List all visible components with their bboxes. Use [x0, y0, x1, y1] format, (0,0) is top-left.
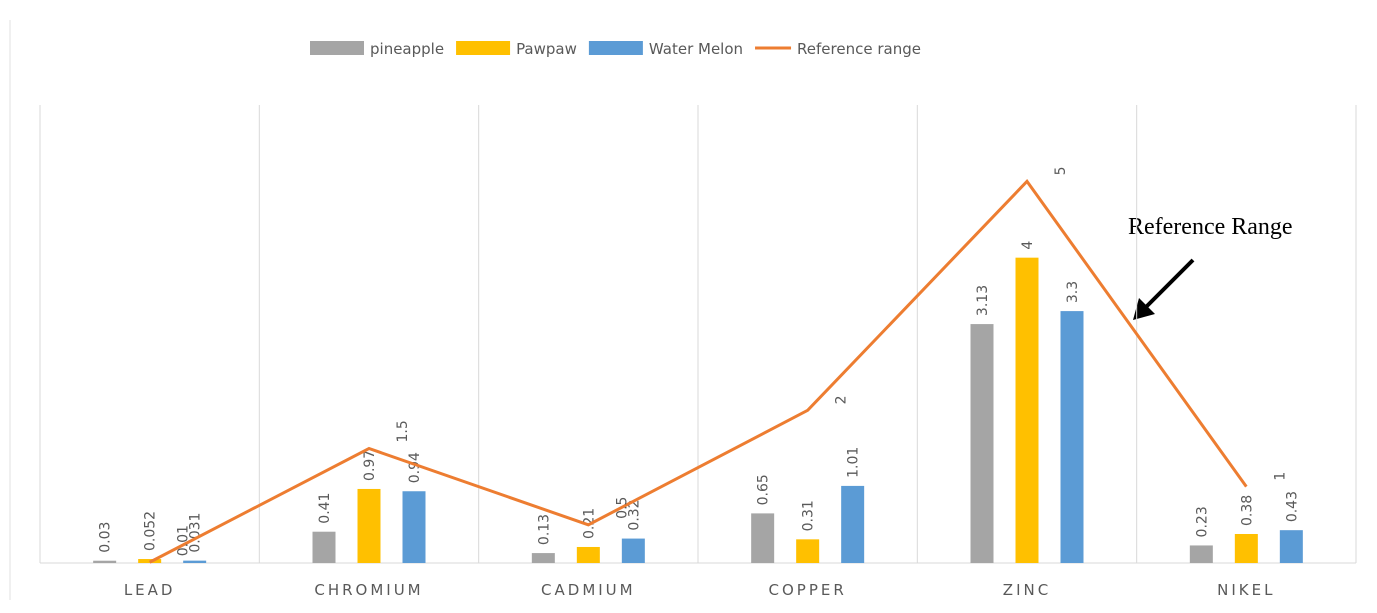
x-tick-label: COPPER	[769, 581, 847, 599]
bar	[531, 553, 555, 563]
x-tick-label: LEAD	[124, 581, 176, 599]
legend-swatch	[588, 41, 643, 55]
reference-line	[148, 178, 1248, 564]
bar	[312, 531, 336, 563]
data-label: 0.65	[756, 474, 772, 505]
bar	[751, 513, 775, 563]
data-label: 0.94	[407, 452, 423, 483]
data-label: 0.052	[143, 511, 159, 551]
legend-swatch	[310, 41, 364, 55]
data-label: 0.43	[1284, 491, 1300, 522]
x-tick-label: ZINC	[1003, 581, 1051, 599]
data-label: 3.3	[1065, 281, 1081, 303]
data-label: 2	[834, 395, 850, 404]
data-label: 5	[1053, 166, 1069, 175]
bar	[841, 485, 865, 563]
data-label: 0.031	[188, 513, 204, 553]
data-label: 4	[1020, 241, 1036, 250]
data-label: 1.01	[846, 447, 862, 478]
x-tick-label: CADMIUM	[541, 581, 636, 599]
bar	[183, 560, 207, 563]
bar	[1060, 311, 1084, 563]
data-label: 0.03	[98, 522, 114, 553]
bar	[1279, 530, 1303, 563]
data-label: 0.31	[801, 500, 817, 531]
bar	[1189, 545, 1213, 563]
bar	[970, 324, 994, 563]
data-label: 1.5	[395, 420, 411, 442]
x-tick-label: NIKEL	[1217, 581, 1275, 599]
data-label: 0.97	[362, 450, 378, 481]
bar	[621, 538, 645, 563]
bar	[796, 539, 820, 563]
data-label: 0.23	[1194, 506, 1210, 537]
data-label: 0.41	[317, 493, 333, 524]
data-label: 0.38	[1239, 495, 1255, 526]
data-label: 0.01	[176, 525, 192, 556]
bar	[357, 488, 381, 563]
data-label: 1	[1272, 472, 1288, 481]
legend-label: Reference range	[797, 40, 921, 58]
x-tick-label: CHROMIUM	[314, 581, 423, 599]
bar	[402, 491, 426, 563]
bar	[1015, 257, 1039, 563]
legend-label: pineapple	[370, 40, 444, 58]
arrow	[1133, 258, 1195, 320]
data-label: 3.13	[975, 285, 991, 316]
data-label: 0.5	[614, 497, 630, 519]
bar	[576, 546, 600, 563]
bar	[1234, 533, 1258, 563]
data-label: 0.13	[536, 514, 552, 545]
data-label: 0.32	[626, 499, 642, 530]
legend-label: Water Melon	[649, 40, 743, 58]
legend-label: Pawpaw	[516, 40, 577, 58]
legend-swatch	[456, 41, 511, 55]
annotation: Reference Range	[1128, 214, 1293, 240]
bar	[93, 560, 117, 563]
